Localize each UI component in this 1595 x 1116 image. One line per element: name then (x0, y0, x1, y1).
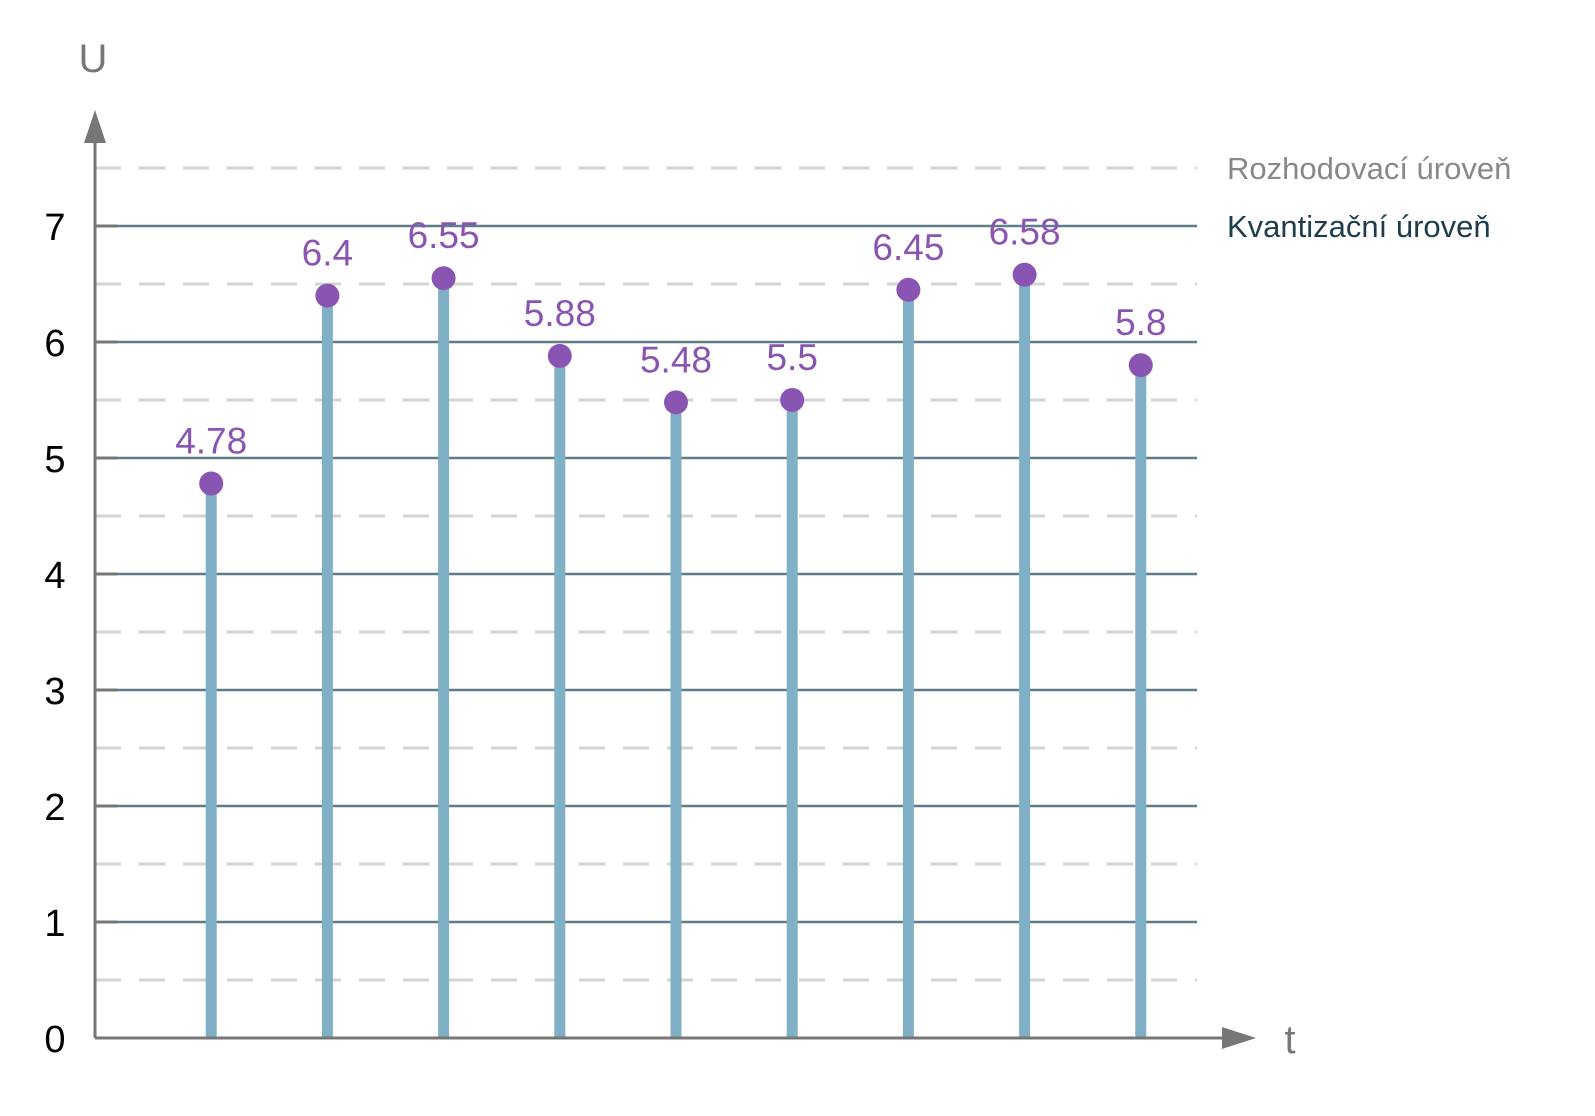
y-tick-label: 3 (44, 671, 65, 713)
data-point (664, 390, 688, 415)
data-point (1128, 353, 1153, 378)
data-label: 6.4 (302, 233, 353, 274)
y-tick-label: 2 (44, 787, 65, 829)
quantization-levels (95, 224, 1197, 924)
y-tick-label: 6 (44, 323, 65, 365)
legend-decision-level: Rozhodovací úroveň (1227, 151, 1511, 186)
data-label: 4.78 (175, 421, 247, 462)
stems (205, 274, 1147, 1038)
legend-quantization-level: Kvantizační úroveň (1227, 209, 1491, 244)
data-point (547, 343, 572, 368)
y-tick-label: 4 (44, 555, 65, 597)
markers (199, 262, 1153, 496)
data-label: 6.58 (989, 212, 1061, 253)
data-point (780, 388, 805, 412)
data-point (431, 266, 456, 291)
legend: Rozhodovací úroveň Kvantizační úroveň (1227, 151, 1511, 244)
data-label: 5.48 (640, 339, 712, 380)
data-label: 6.45 (872, 227, 944, 268)
data-point (315, 283, 340, 308)
y-tick-label: 0 (44, 1019, 65, 1061)
data-point (896, 277, 921, 302)
data-label: 5.8 (1115, 302, 1166, 343)
x-axis-arrow (1222, 1027, 1256, 1049)
decision-levels (95, 166, 1197, 982)
y-ticks: 0 1 2 3 4 5 6 7 (44, 207, 117, 1061)
data-point (1012, 262, 1037, 287)
y-axis-label: U (79, 37, 108, 81)
x-axis-label: t (1284, 1018, 1295, 1062)
data-label: 5.5 (766, 337, 817, 378)
data-point (199, 471, 224, 496)
y-tick-label: 7 (44, 207, 65, 249)
y-axis-arrow (84, 110, 106, 143)
y-tick-label: 5 (44, 439, 65, 481)
axes: U t (79, 37, 1296, 1062)
y-tick-label: 1 (44, 903, 65, 945)
value-labels: 4.78 6.4 6.55 5.88 5.48 5.5 6.45 6.58 5.8 (175, 212, 1166, 462)
data-label: 5.88 (524, 293, 596, 334)
data-label: 6.55 (408, 215, 480, 256)
